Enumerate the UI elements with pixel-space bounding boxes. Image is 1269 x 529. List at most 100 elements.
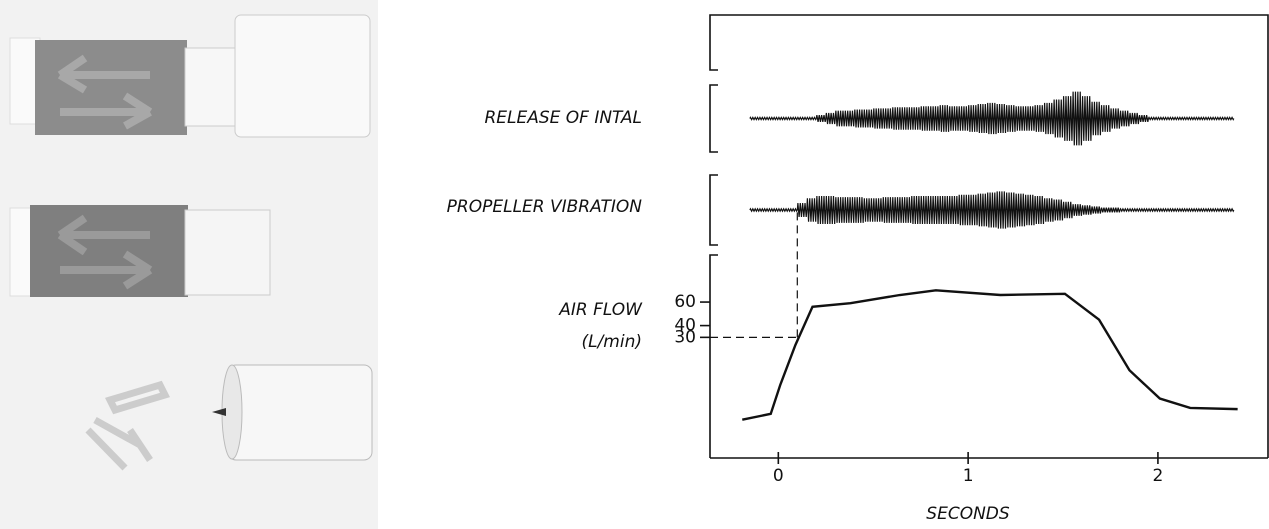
vibration-trace	[768, 207, 779, 213]
vibration-trace	[1024, 194, 1036, 226]
vibration-trace	[891, 107, 903, 130]
vibration-trace	[768, 116, 779, 121]
panel-label: AIR FLOW	[558, 300, 643, 320]
vibration-trace	[1176, 207, 1187, 213]
vibration-trace	[986, 102, 998, 135]
vibration-trace	[1052, 99, 1064, 138]
vibration-trace	[1043, 102, 1055, 135]
vibration-trace	[1166, 116, 1178, 121]
vibration-trace	[1195, 207, 1206, 213]
vibration-trace	[1214, 207, 1225, 213]
vibration-trace	[872, 198, 884, 222]
vibration-trace	[1062, 201, 1074, 219]
vibration-trace	[1081, 96, 1093, 141]
vibration-trace	[920, 195, 931, 225]
vibration-trace	[1223, 116, 1235, 121]
vibration-trace	[948, 195, 960, 225]
panel-unit: (L/min)	[581, 332, 642, 352]
vibration-trace	[1204, 116, 1216, 121]
vibration-trace	[777, 116, 789, 121]
vibration-trace	[777, 207, 789, 213]
vibration-trace	[1005, 105, 1017, 132]
vibration-trace	[1119, 110, 1131, 127]
vibration-trace	[891, 197, 903, 223]
vibration-trace	[995, 103, 1007, 134]
vibration-trace	[910, 107, 922, 130]
vibration-trace	[863, 109, 874, 128]
vibration-trace	[853, 197, 865, 223]
vibration-trace	[995, 191, 1007, 229]
vibration-trace	[758, 116, 770, 121]
vibration-trace	[834, 197, 846, 223]
vibration-trace	[1052, 199, 1064, 221]
photo	[0, 0, 378, 529]
vibration-trace	[825, 112, 836, 125]
vibration-trace	[929, 195, 941, 225]
vibration-trace	[1223, 207, 1235, 213]
vibration-trace	[986, 192, 998, 228]
vibration-trace	[1195, 116, 1206, 121]
vibration-trace	[1062, 96, 1074, 141]
vibration-trace	[1033, 105, 1045, 132]
vibration-trace	[1090, 101, 1102, 136]
vibration-trace	[806, 116, 817, 121]
vibration-trace	[939, 105, 950, 132]
vibration-trace	[796, 116, 808, 121]
vibration-trace	[1138, 207, 1149, 213]
vibration-trace	[1204, 207, 1216, 213]
vibration-trace	[1081, 205, 1093, 215]
x-axis-label: SECONDS	[926, 504, 1010, 524]
y-tick-label: 30	[674, 327, 696, 347]
vibration-trace	[796, 202, 808, 218]
vibration-trace	[806, 198, 817, 222]
y-tick-label: 40	[674, 316, 696, 336]
vibration-trace	[1128, 112, 1140, 125]
vibration-trace	[1071, 91, 1083, 146]
vibration-trace	[815, 195, 827, 225]
vibration-trace	[1157, 116, 1168, 121]
vibration-trace	[787, 116, 798, 121]
panel-label: PROPELLER VIBRATION	[447, 197, 643, 217]
vibration-trace	[1119, 207, 1130, 213]
vibration-trace	[749, 116, 760, 121]
panel-label: RELEASE OF INTAL	[484, 108, 642, 128]
vibration-trace	[882, 197, 893, 223]
vibration-trace	[1005, 192, 1017, 228]
vibration-trace	[1014, 106, 1026, 131]
vibration-trace	[844, 197, 855, 223]
vibration-trace	[1138, 115, 1150, 122]
vibration-trace	[939, 195, 950, 225]
vibration-trace	[958, 194, 969, 226]
x-tick-label: 2	[1153, 466, 1164, 486]
vibration-trace	[948, 106, 960, 131]
vibration-trace	[844, 110, 855, 127]
vibration-trace	[749, 207, 760, 213]
vibration-trace	[977, 103, 988, 134]
y-tick-label: 60	[674, 292, 696, 312]
vibration-trace	[758, 207, 770, 213]
vibration-trace	[901, 197, 912, 223]
vibration-trace	[1109, 207, 1121, 213]
vibration-trace	[910, 195, 922, 225]
vibration-trace	[1024, 106, 1036, 131]
airflow-line	[742, 289, 1238, 421]
vibration-trace	[853, 109, 865, 128]
vibration-trace	[1147, 207, 1159, 213]
vibration-trace	[1043, 198, 1055, 222]
vibration-trace	[1166, 207, 1178, 213]
vibration-trace	[1176, 116, 1187, 121]
vibration-trace	[958, 106, 969, 131]
vibration-trace	[825, 195, 836, 225]
vibration-trace	[834, 110, 846, 127]
chart-frame	[709, 14, 1269, 458]
vibration-trace	[1100, 105, 1112, 132]
vibration-trace	[1214, 116, 1225, 121]
vibration-trace	[815, 115, 827, 122]
vibration-trace	[1109, 108, 1121, 129]
vibration-trace	[1147, 116, 1159, 121]
vibration-trace	[1100, 207, 1112, 213]
vibration-trace	[1014, 193, 1026, 227]
vibration-trace	[1071, 204, 1083, 216]
